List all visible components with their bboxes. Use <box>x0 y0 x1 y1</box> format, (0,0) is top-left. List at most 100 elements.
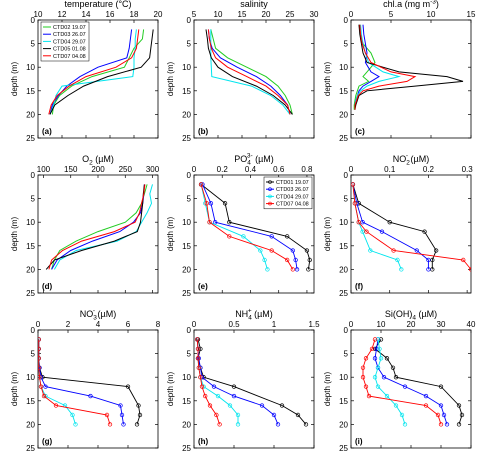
title-sup: - <box>406 153 408 160</box>
data-point <box>363 356 369 361</box>
data-point <box>378 356 384 361</box>
series-group <box>38 337 143 427</box>
series-line-3 <box>362 339 442 425</box>
data-point <box>227 234 232 239</box>
y-tick-label: 0 <box>31 171 36 180</box>
panel-title: NO2- (µM) <box>393 153 429 167</box>
x-tick-label: 0.2 <box>217 165 229 174</box>
x-tick-label: 2 <box>66 320 71 329</box>
legend-marker <box>268 187 272 191</box>
data-point <box>375 337 381 342</box>
x-tick-label: 10 <box>377 320 386 329</box>
title-sup: 3- <box>247 153 253 160</box>
data-point <box>215 393 221 399</box>
title-main: salinity <box>240 0 268 9</box>
legend-label: CTD07 04.08 <box>53 54 86 60</box>
legend-marker <box>268 201 272 206</box>
data-point <box>468 267 471 272</box>
data-point <box>438 422 444 427</box>
panel-g: 0 5 10 15 20 25 0 2 4 6 8 NO3- (µM) depth (m) (g) <box>10 308 161 454</box>
data-point <box>426 257 431 263</box>
data-point <box>136 403 141 408</box>
data-point <box>213 220 218 225</box>
x-tick-label: 8 <box>156 320 161 329</box>
y-tick-label: 20 <box>26 420 35 429</box>
data-point <box>279 403 285 408</box>
y-tick-label: 25 <box>339 444 348 453</box>
data-point <box>43 384 48 389</box>
y-tick-label: 5 <box>344 40 349 49</box>
legend-label: CTD03 26.07 <box>276 187 309 193</box>
data-point <box>104 412 110 418</box>
y-tick-label: 20 <box>182 110 191 119</box>
data-point <box>374 346 379 352</box>
series-group <box>195 337 309 427</box>
y-tick-label: 0 <box>187 326 192 335</box>
title-sub: 2 <box>406 160 410 167</box>
legend-label: CTD03 26.07 <box>53 32 86 38</box>
y-tick-label: 15 <box>339 242 348 251</box>
data-point <box>262 257 267 263</box>
x-tick-label: 18 <box>130 10 139 19</box>
data-point <box>294 267 300 272</box>
data-point <box>203 393 208 399</box>
data-point <box>372 356 378 361</box>
data-point <box>275 422 281 427</box>
y-tick-label: 0 <box>31 326 36 335</box>
data-point <box>372 337 378 342</box>
series-line-0 <box>210 29 293 115</box>
panel-title: NO3- (µM) <box>80 308 116 322</box>
data-point <box>258 248 263 253</box>
legend-label: CTD02 19.07 <box>53 25 86 31</box>
data-point <box>399 412 405 418</box>
panel-c: 0 5 10 15 20 25 0 5 10 15 chl.a (mg m-3) depth (m) (… <box>323 0 476 143</box>
y-tick-label: 5 <box>31 195 36 204</box>
data-point <box>137 412 143 418</box>
data-point <box>88 393 93 399</box>
data-point <box>38 356 41 361</box>
y-tick-label: 15 <box>26 397 35 406</box>
series-line-3 <box>205 29 293 115</box>
x-tick-label: 0 <box>349 10 354 19</box>
data-point <box>119 412 125 418</box>
title-sup: - <box>93 308 95 315</box>
legend-marker <box>268 180 272 184</box>
data-point <box>402 384 408 389</box>
data-point <box>118 403 123 408</box>
x-tick-label: 25 <box>286 10 295 19</box>
x-tick-label: 10 <box>427 10 436 19</box>
y-tick-label: 10 <box>26 63 35 72</box>
data-point <box>134 422 140 427</box>
series-line-0 <box>200 184 311 270</box>
panel-d: 0 5 10 15 20 25 100 150 200 250 300 O2 (µM) depth (m… <box>10 154 160 298</box>
y-tick-label: 10 <box>182 63 191 72</box>
data-point <box>435 412 441 418</box>
y-tick-label: 15 <box>182 397 191 406</box>
data-point <box>387 220 392 225</box>
series-line-1 <box>196 339 279 425</box>
series-line-1 <box>202 184 298 270</box>
data-point <box>390 365 396 370</box>
series-line-2 <box>374 339 406 425</box>
data-point <box>381 375 387 380</box>
panel-letter: (e) <box>198 282 208 291</box>
series-line-2 <box>200 184 268 270</box>
data-point <box>375 384 381 389</box>
data-point <box>241 234 246 239</box>
series-line-0 <box>374 339 463 425</box>
y-tick-label: 20 <box>26 110 35 119</box>
data-point <box>73 422 78 427</box>
series-line-3 <box>352 184 471 270</box>
data-point <box>198 375 203 380</box>
panel-title: chl.a (mg m-3) <box>383 0 439 9</box>
x-tick-label: 14 <box>82 10 91 19</box>
panel-title: Si(OH)4 (µM) <box>385 309 437 322</box>
x-tick-label: 300 <box>146 165 160 174</box>
y-tick-label: 10 <box>182 373 191 382</box>
data-point <box>399 267 404 272</box>
axes-frame <box>37 174 159 294</box>
x-tick-label: 20 <box>407 320 416 329</box>
x-tick-label: 0.3 <box>462 165 474 174</box>
series-line-2 <box>354 24 401 110</box>
data-point <box>379 229 385 234</box>
